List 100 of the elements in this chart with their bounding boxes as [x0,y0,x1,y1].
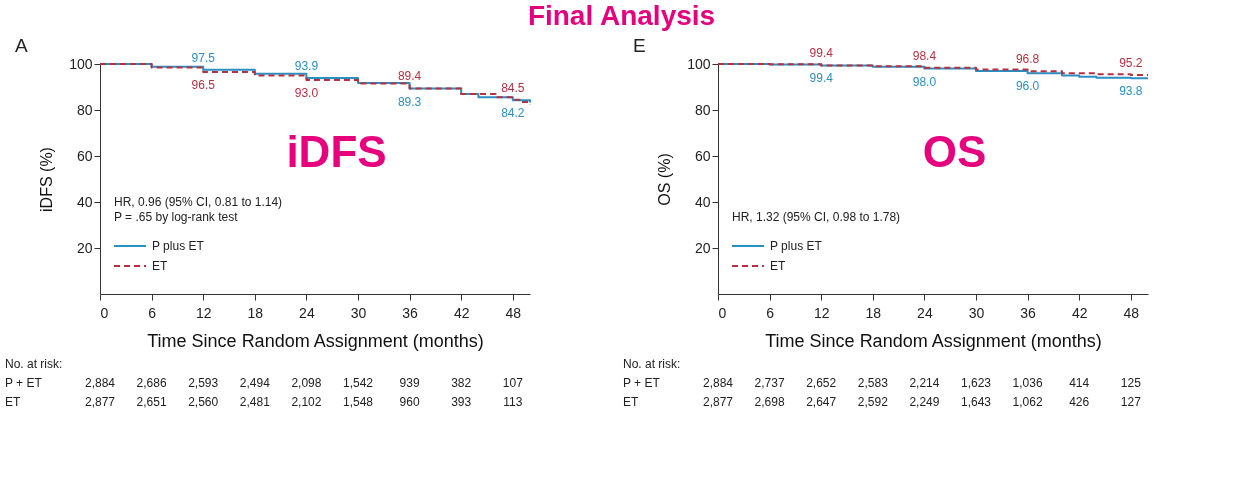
text: 127 [1120,395,1142,409]
text: 382 [451,376,472,390]
y-tick-label: 100 [69,55,93,72]
text: 1,548 [342,395,374,409]
annotation: 96.8 [1015,52,1040,67]
text: 414 [1069,376,1090,390]
annotation: 84.5 [501,80,525,95]
x-tick-label: 24 [917,304,933,321]
text: 939 [399,376,420,390]
annotation: iDFS [286,127,387,176]
text: 2,102 [291,395,322,409]
text: 2,494 [239,376,271,390]
text: 2,698 [754,395,785,409]
legend-label: ET [152,259,168,273]
annotation: 98.0 [912,74,937,89]
text: 1,036 [1012,376,1043,390]
text: 2,249 [909,395,940,409]
text: 2,686 [136,376,167,390]
x-tick-label: 0 [100,304,109,321]
y-tick-label: 80 [694,101,711,118]
x-tick-label: 6 [766,304,775,321]
text: No. at risk: [5,357,63,371]
x-tick-label: 30 [968,304,985,321]
x-tick-label: 42 [453,304,470,321]
y-tick-label: 80 [76,101,93,118]
text: 2,214 [909,376,940,390]
x-tick-label: 6 [148,304,157,321]
y-tick-label: 20 [76,239,93,256]
text: P + ET [5,376,43,390]
annotation: HR, 0.96 (95% CI, 0.81 to 1.14) [114,195,283,209]
text: 393 [451,395,472,409]
x-tick-label: 12 [195,304,212,321]
text: 2,877 [702,395,734,409]
annotation: 95.2 [1119,56,1143,71]
x-tick-label: 36 [402,304,419,321]
annotation: 96.5 [191,78,216,93]
x-tick-label: 0 [718,304,727,321]
x-tick-label: 42 [1071,304,1088,321]
text: 1,623 [960,376,992,390]
text: 2,560 [188,395,219,409]
text: 426 [1069,395,1090,409]
text: 1,542 [342,376,374,390]
annotation: P = .65 by log-rank test [114,210,239,224]
y-tick-label: 60 [694,147,711,164]
y-axis-title: iDFS (%) [38,147,56,212]
text: E [633,35,646,56]
annotation: HR, 1.32 (95% CI, 0.98 to 1.78) [732,210,901,224]
x-tick-label: 48 [1123,304,1140,321]
text: 2,651 [136,395,167,409]
annotation: OS [922,127,987,176]
y-tick-label: 20 [694,239,711,256]
text: P + ET [623,376,661,390]
x-axis-title: Time Since Random Assignment (months) [765,330,1102,351]
text: 2,884 [84,376,116,390]
text: 2,593 [188,376,219,390]
x-tick-label: 12 [813,304,830,321]
y-tick-label: 60 [76,147,93,164]
legend-label: ET [770,259,786,273]
annotation: 97.5 [191,50,216,65]
text: 960 [399,395,420,409]
text: 2,884 [702,376,734,390]
annotation: 99.4 [809,71,834,86]
annotation: 99.4 [809,46,834,61]
text: 2,592 [857,395,889,409]
legend-label: P plus ET [152,239,205,253]
text: 107 [502,376,524,390]
x-tick-label: 30 [350,304,367,321]
x-tick-label: 18 [247,304,264,321]
y-tick-label: 40 [76,193,93,210]
text: A [15,35,28,56]
text: 2,583 [857,376,889,390]
text: No. at risk: [623,357,681,371]
text: 1,643 [960,395,992,409]
x-axis-title: Time Since Random Assignment (months) [147,330,484,351]
x-tick-label: 24 [299,304,315,321]
x-tick-label: 36 [1020,304,1037,321]
x-tick-label: 18 [865,304,882,321]
text: 2,481 [239,395,271,409]
y-axis-title: OS (%) [656,153,674,206]
y-tick-label: 40 [694,193,711,210]
annotation: 93.9 [294,59,319,74]
text: 2,647 [806,395,837,409]
annotation: 93.0 [294,86,319,101]
text: Final Analysis [526,0,717,32]
x-tick-label: 48 [505,304,522,321]
y-tick-label: 100 [687,55,711,72]
annotation: 98.4 [912,48,937,63]
text: ET [623,395,639,409]
annotation: 89.4 [397,69,422,84]
annotation: 84.2 [501,106,525,121]
text: 125 [1120,376,1142,390]
annotation: 89.3 [397,94,422,109]
text: ET [5,395,21,409]
text: 113 [503,395,523,409]
annotation: 93.8 [1119,84,1143,99]
legend-label: P plus ET [770,239,823,253]
text: 2,652 [806,376,837,390]
text: 1,062 [1012,395,1043,409]
text: 2,877 [84,395,116,409]
annotation: 96.0 [1015,79,1040,94]
